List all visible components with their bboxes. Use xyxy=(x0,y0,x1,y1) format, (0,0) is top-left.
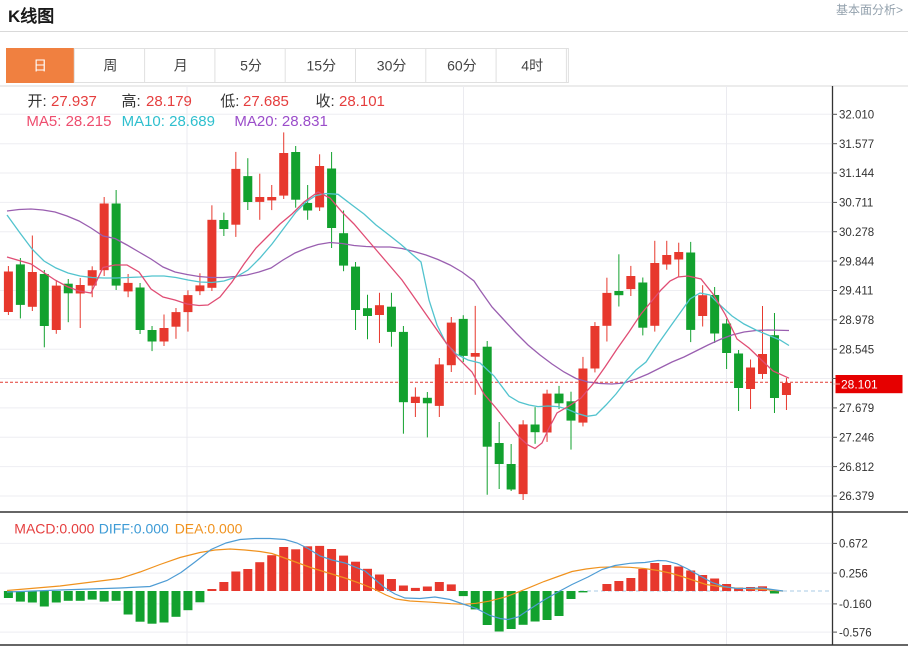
svg-text:4时: 4时 xyxy=(521,58,543,74)
svg-text:27.679: 27.679 xyxy=(839,403,874,415)
svg-text:31.577: 31.577 xyxy=(839,139,874,151)
svg-text:27.246: 27.246 xyxy=(839,433,874,445)
svg-text:30分: 30分 xyxy=(377,58,407,74)
svg-text:15分: 15分 xyxy=(307,58,337,74)
svg-text:32.010: 32.010 xyxy=(839,110,874,122)
svg-text:收:: 收: xyxy=(316,93,335,110)
svg-text:日: 日 xyxy=(33,58,47,74)
svg-text:MA5: 28.215: MA5: 28.215 xyxy=(26,113,111,130)
svg-text:高:: 高: xyxy=(122,93,141,110)
svg-text:MA20: 28.831: MA20: 28.831 xyxy=(234,113,327,130)
svg-text:28.101: 28.101 xyxy=(339,93,385,110)
svg-text:MA10: 28.689: MA10: 28.689 xyxy=(122,113,215,130)
svg-text:MACD:0.000: MACD:0.000 xyxy=(14,521,94,537)
svg-text:26.812: 26.812 xyxy=(839,462,874,474)
svg-text:0.672: 0.672 xyxy=(839,539,868,551)
svg-text:26.379: 26.379 xyxy=(839,491,874,503)
svg-text:-0.160: -0.160 xyxy=(839,599,872,611)
svg-text:低:: 低: xyxy=(220,93,239,110)
svg-text:29.411: 29.411 xyxy=(839,286,873,298)
svg-text:28.179: 28.179 xyxy=(146,93,192,110)
svg-text:基本面分析>: 基本面分析> xyxy=(836,3,903,17)
svg-text:周: 周 xyxy=(103,58,117,74)
svg-text:-0.576: -0.576 xyxy=(839,627,872,639)
svg-text:DEA:0.000: DEA:0.000 xyxy=(175,521,243,537)
svg-text:开:: 开: xyxy=(28,93,47,110)
svg-text:27.685: 27.685 xyxy=(243,93,289,110)
svg-text:60分: 60分 xyxy=(447,58,477,74)
svg-text:28.101: 28.101 xyxy=(841,378,878,392)
svg-text:30.711: 30.711 xyxy=(839,198,873,210)
svg-text:28.545: 28.545 xyxy=(839,344,874,356)
svg-text:DIFF:0.000: DIFF:0.000 xyxy=(99,521,169,537)
svg-text:31.144: 31.144 xyxy=(839,168,875,180)
svg-text:0.256: 0.256 xyxy=(839,568,868,580)
svg-text:27.937: 27.937 xyxy=(51,93,97,110)
svg-text:月: 月 xyxy=(174,58,188,74)
svg-text:5分: 5分 xyxy=(240,58,262,74)
svg-text:28.978: 28.978 xyxy=(839,315,874,327)
svg-text:30.278: 30.278 xyxy=(839,227,874,239)
svg-text:K线图: K线图 xyxy=(8,6,54,26)
svg-text:29.844: 29.844 xyxy=(839,256,875,268)
